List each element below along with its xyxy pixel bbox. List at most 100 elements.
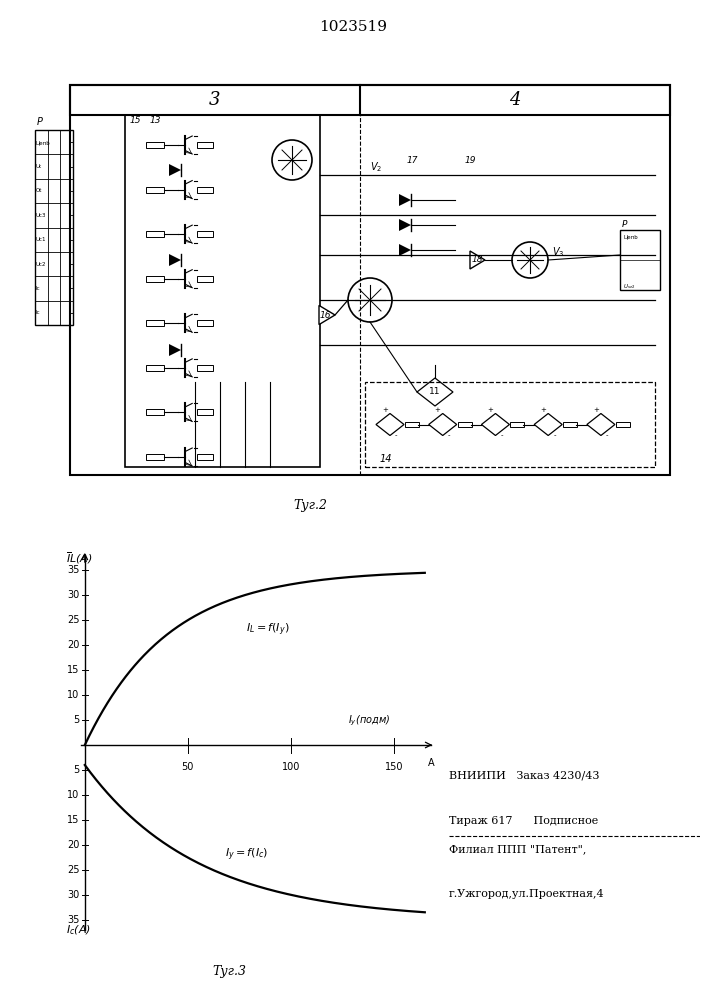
Text: 11: 11 [429,387,440,396]
Bar [146,142,164,148]
Text: Цепb: Цепb [36,140,51,145]
Text: 5: 5 [74,715,80,725]
Text: +: + [382,406,388,412]
Bar [197,231,213,237]
Text: $I_y$(подм): $I_y$(подм) [348,713,390,728]
Text: 35: 35 [67,915,80,925]
Bar [563,422,577,427]
Bar [616,422,630,427]
Text: $U_{se2}$: $U_{se2}$ [623,282,636,291]
Bar [365,382,655,467]
Polygon shape [481,414,510,436]
Bar [70,85,670,475]
Text: А: А [428,758,434,768]
Text: -: - [501,432,503,438]
Bar [197,365,213,371]
Bar [197,276,213,282]
Text: Ic: Ic [36,310,40,315]
Text: 100: 100 [281,762,300,772]
Bar [197,409,213,415]
Text: 1023519: 1023519 [319,20,387,34]
Text: 17: 17 [407,156,419,165]
Bar [146,320,164,326]
Polygon shape [376,414,404,436]
Polygon shape [169,164,181,176]
Bar [197,187,213,193]
Text: Uc3: Uc3 [36,213,47,218]
Polygon shape [399,244,411,256]
Text: 25: 25 [67,615,80,625]
Text: 14: 14 [380,454,392,464]
Bar [70,85,670,115]
Text: Uc2: Uc2 [36,262,47,267]
Text: Ut: Ut [36,164,42,169]
Text: $I_y = f(I_c)$: $I_y = f(I_c)$ [225,847,269,863]
Text: 30: 30 [67,590,80,600]
Text: 4: 4 [509,91,521,109]
Text: 30: 30 [67,890,80,900]
Text: +: + [593,406,599,412]
Text: 16: 16 [320,310,331,320]
Bar [35,130,73,325]
Bar [457,422,472,427]
Text: $I_L = f(I_y)$: $I_L = f(I_y)$ [245,622,289,638]
Polygon shape [399,219,411,231]
Text: 35: 35 [67,565,80,575]
Text: +: + [540,406,546,412]
Text: 20: 20 [67,640,80,650]
Bar [405,422,419,427]
Text: 5: 5 [74,765,80,775]
Bar [510,422,525,427]
Polygon shape [319,305,335,325]
Text: 15: 15 [67,815,80,825]
Text: 10: 10 [67,690,80,700]
Text: 150: 150 [385,762,403,772]
Text: -: - [448,432,450,438]
Text: Ic: Ic [36,286,40,291]
Text: 13: 13 [150,116,161,125]
Text: 15: 15 [130,116,141,125]
Bar [146,187,164,193]
Bar [620,230,660,290]
Text: 3: 3 [209,91,221,109]
Bar [146,409,164,415]
Text: P: P [37,117,43,127]
Text: +: + [435,406,440,412]
Text: 20: 20 [67,840,80,850]
Text: $\overline{I}L$(A): $\overline{I}L$(A) [66,550,93,566]
Text: $V_3$: $V_3$ [552,245,564,259]
Text: г.Ужгород,ул.Проектная,4: г.Ужгород,ул.Проектная,4 [449,889,604,899]
Bar [197,142,213,148]
Polygon shape [587,414,615,436]
Bar [146,365,164,371]
Bar [146,231,164,237]
Text: Тираж 617      Подписное: Тираж 617 Подписное [449,816,598,826]
Text: 15: 15 [67,665,80,675]
Bar [197,320,213,326]
Text: Uc1: Uc1 [36,237,47,242]
Text: 19: 19 [465,156,477,165]
Text: -: - [553,432,556,438]
Text: ВНИИПИ   Заказ 4230/43: ВНИИПИ Заказ 4230/43 [449,770,600,780]
Text: 50: 50 [182,762,194,772]
Polygon shape [534,414,562,436]
Bar [146,454,164,460]
Polygon shape [417,378,453,406]
Bar [146,276,164,282]
Text: +: + [487,406,493,412]
Text: Τуг.3: Τуг.3 [212,965,246,978]
Text: Ot: Ot [36,188,42,193]
Bar [197,454,213,460]
Polygon shape [470,251,485,269]
Text: -: - [606,432,609,438]
Polygon shape [169,254,181,266]
Text: Τуг.2: Τуг.2 [293,498,327,512]
Polygon shape [428,414,457,436]
Polygon shape [169,344,181,356]
Text: 10: 10 [67,790,80,800]
Text: 25: 25 [67,865,80,875]
Text: 18: 18 [472,255,483,264]
Text: P: P [622,220,627,229]
Text: Цепb: Цепb [623,234,638,239]
Bar [125,115,320,467]
